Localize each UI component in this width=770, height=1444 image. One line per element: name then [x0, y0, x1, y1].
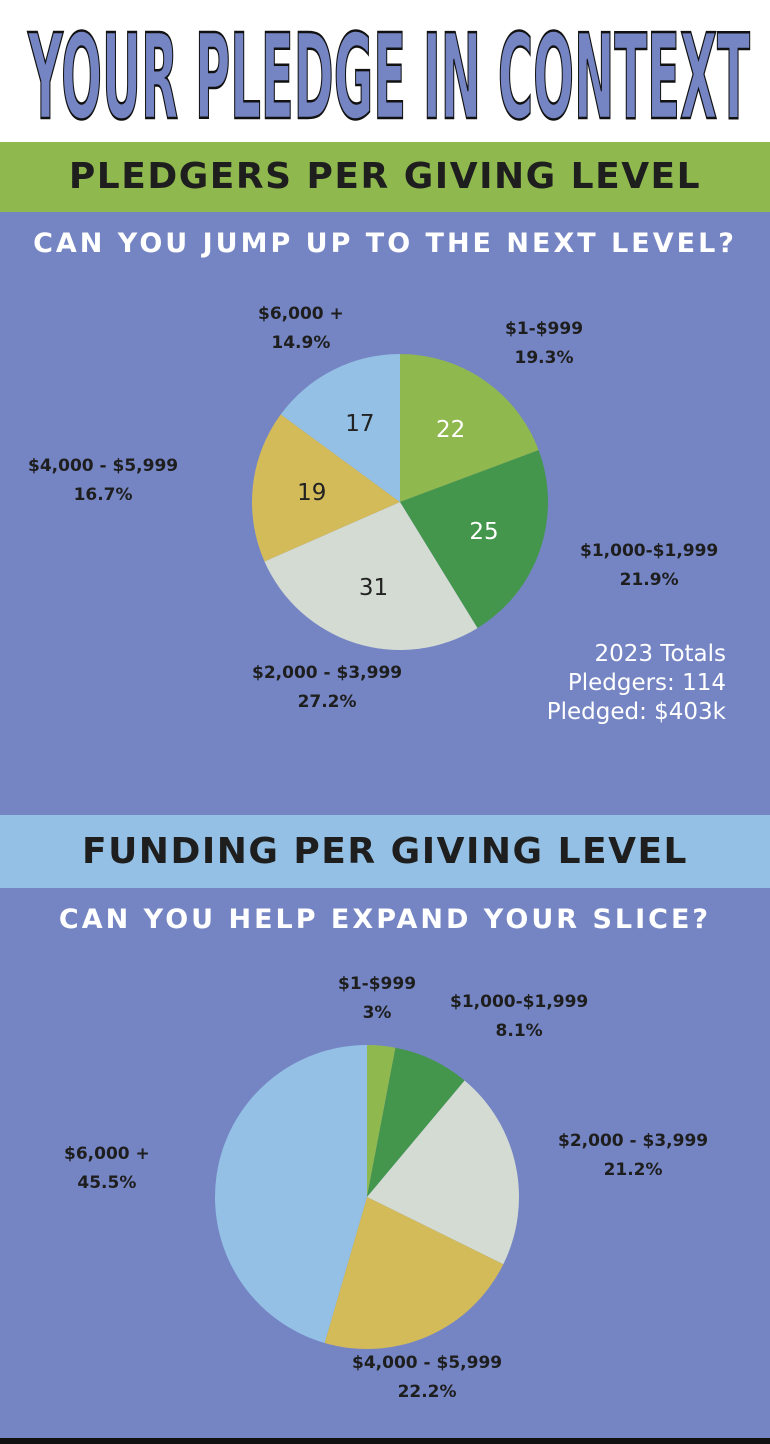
pie1-slice-1-999	[400, 354, 539, 502]
totals-pledgers: Pledgers: 114	[567, 670, 726, 696]
totals-pledged: Pledged: $403k	[546, 699, 726, 725]
page-title-graphic: YOUR PLEDGE IN CONTEXT	[26, 7, 751, 142]
pie1-value-label-6000-plus: 17	[345, 411, 374, 437]
pie2-label-2000: $2,000 - $3,999 21.2%	[558, 1131, 709, 1180]
section2-subheading: CAN YOU HELP EXPAND YOUR SLICE?	[58, 904, 712, 935]
pie1-label-1000: $1,000-$1,999 21.9%	[580, 541, 719, 590]
pie1-slice-1000-1999	[400, 450, 548, 629]
section1-heading: PLEDGERS PER GIVING LEVEL	[68, 156, 702, 197]
pie1-slice-6000-plus	[280, 354, 400, 502]
pie2-slice-1000-1999	[367, 1047, 465, 1197]
section1-subheading: CAN YOU JUMP UP TO THE NEXT LEVEL?	[33, 228, 737, 259]
title-band: YOUR PLEDGE IN CONTEXT	[0, 0, 770, 142]
pie2-label-6000: $6,000 +45.5%	[64, 1144, 150, 1193]
page-title: YOUR PLEDGE IN CONTEXT	[27, 8, 750, 142]
pie2-slice-6000-plus	[214, 1045, 367, 1343]
pie1-label-6000: $6,000 +14.9%	[258, 304, 344, 353]
pie2-slice-2000-3999	[367, 1080, 519, 1265]
pie2-label-1: $1-$999 3%	[338, 974, 417, 1023]
pie2-slice-1-999	[367, 1045, 396, 1197]
pie1-label-1: $1-$999 19.3%	[505, 319, 584, 368]
pie1-label-4000: $4,000 - $5,999 16.7%	[28, 456, 179, 505]
pie1-value-label-1-999: 22	[436, 417, 465, 443]
section2-header: FUNDING PER GIVING LEVEL	[0, 815, 770, 888]
totals-title: 2023 Totals	[594, 641, 726, 667]
pie2-label-1000: $1,000-$1,999 8.1%	[450, 992, 589, 1041]
pie1-value-label-4000-5999: 19	[297, 480, 326, 506]
pie1-slice-2000-3999	[264, 502, 478, 650]
pie2-slice-4000-5999	[324, 1197, 504, 1349]
pie1-value-label-2000-3999: 31	[359, 575, 388, 601]
section2-heading: FUNDING PER GIVING LEVEL	[81, 831, 688, 872]
pie2-label-4000: $4,000 - $5,999 22.2%	[352, 1353, 503, 1402]
pie1-label-2000: $2,000 - $3,999 27.2%	[252, 663, 403, 712]
section1-header: PLEDGERS PER GIVING LEVEL	[0, 142, 770, 212]
totals-box: 2023 Totals Pledgers: 114 Pledged: $403k	[547, 640, 726, 727]
pie1-slice-4000-5999	[252, 414, 400, 562]
pie1-value-label-1000-1999: 25	[469, 519, 498, 545]
footer-strip	[0, 1438, 770, 1444]
